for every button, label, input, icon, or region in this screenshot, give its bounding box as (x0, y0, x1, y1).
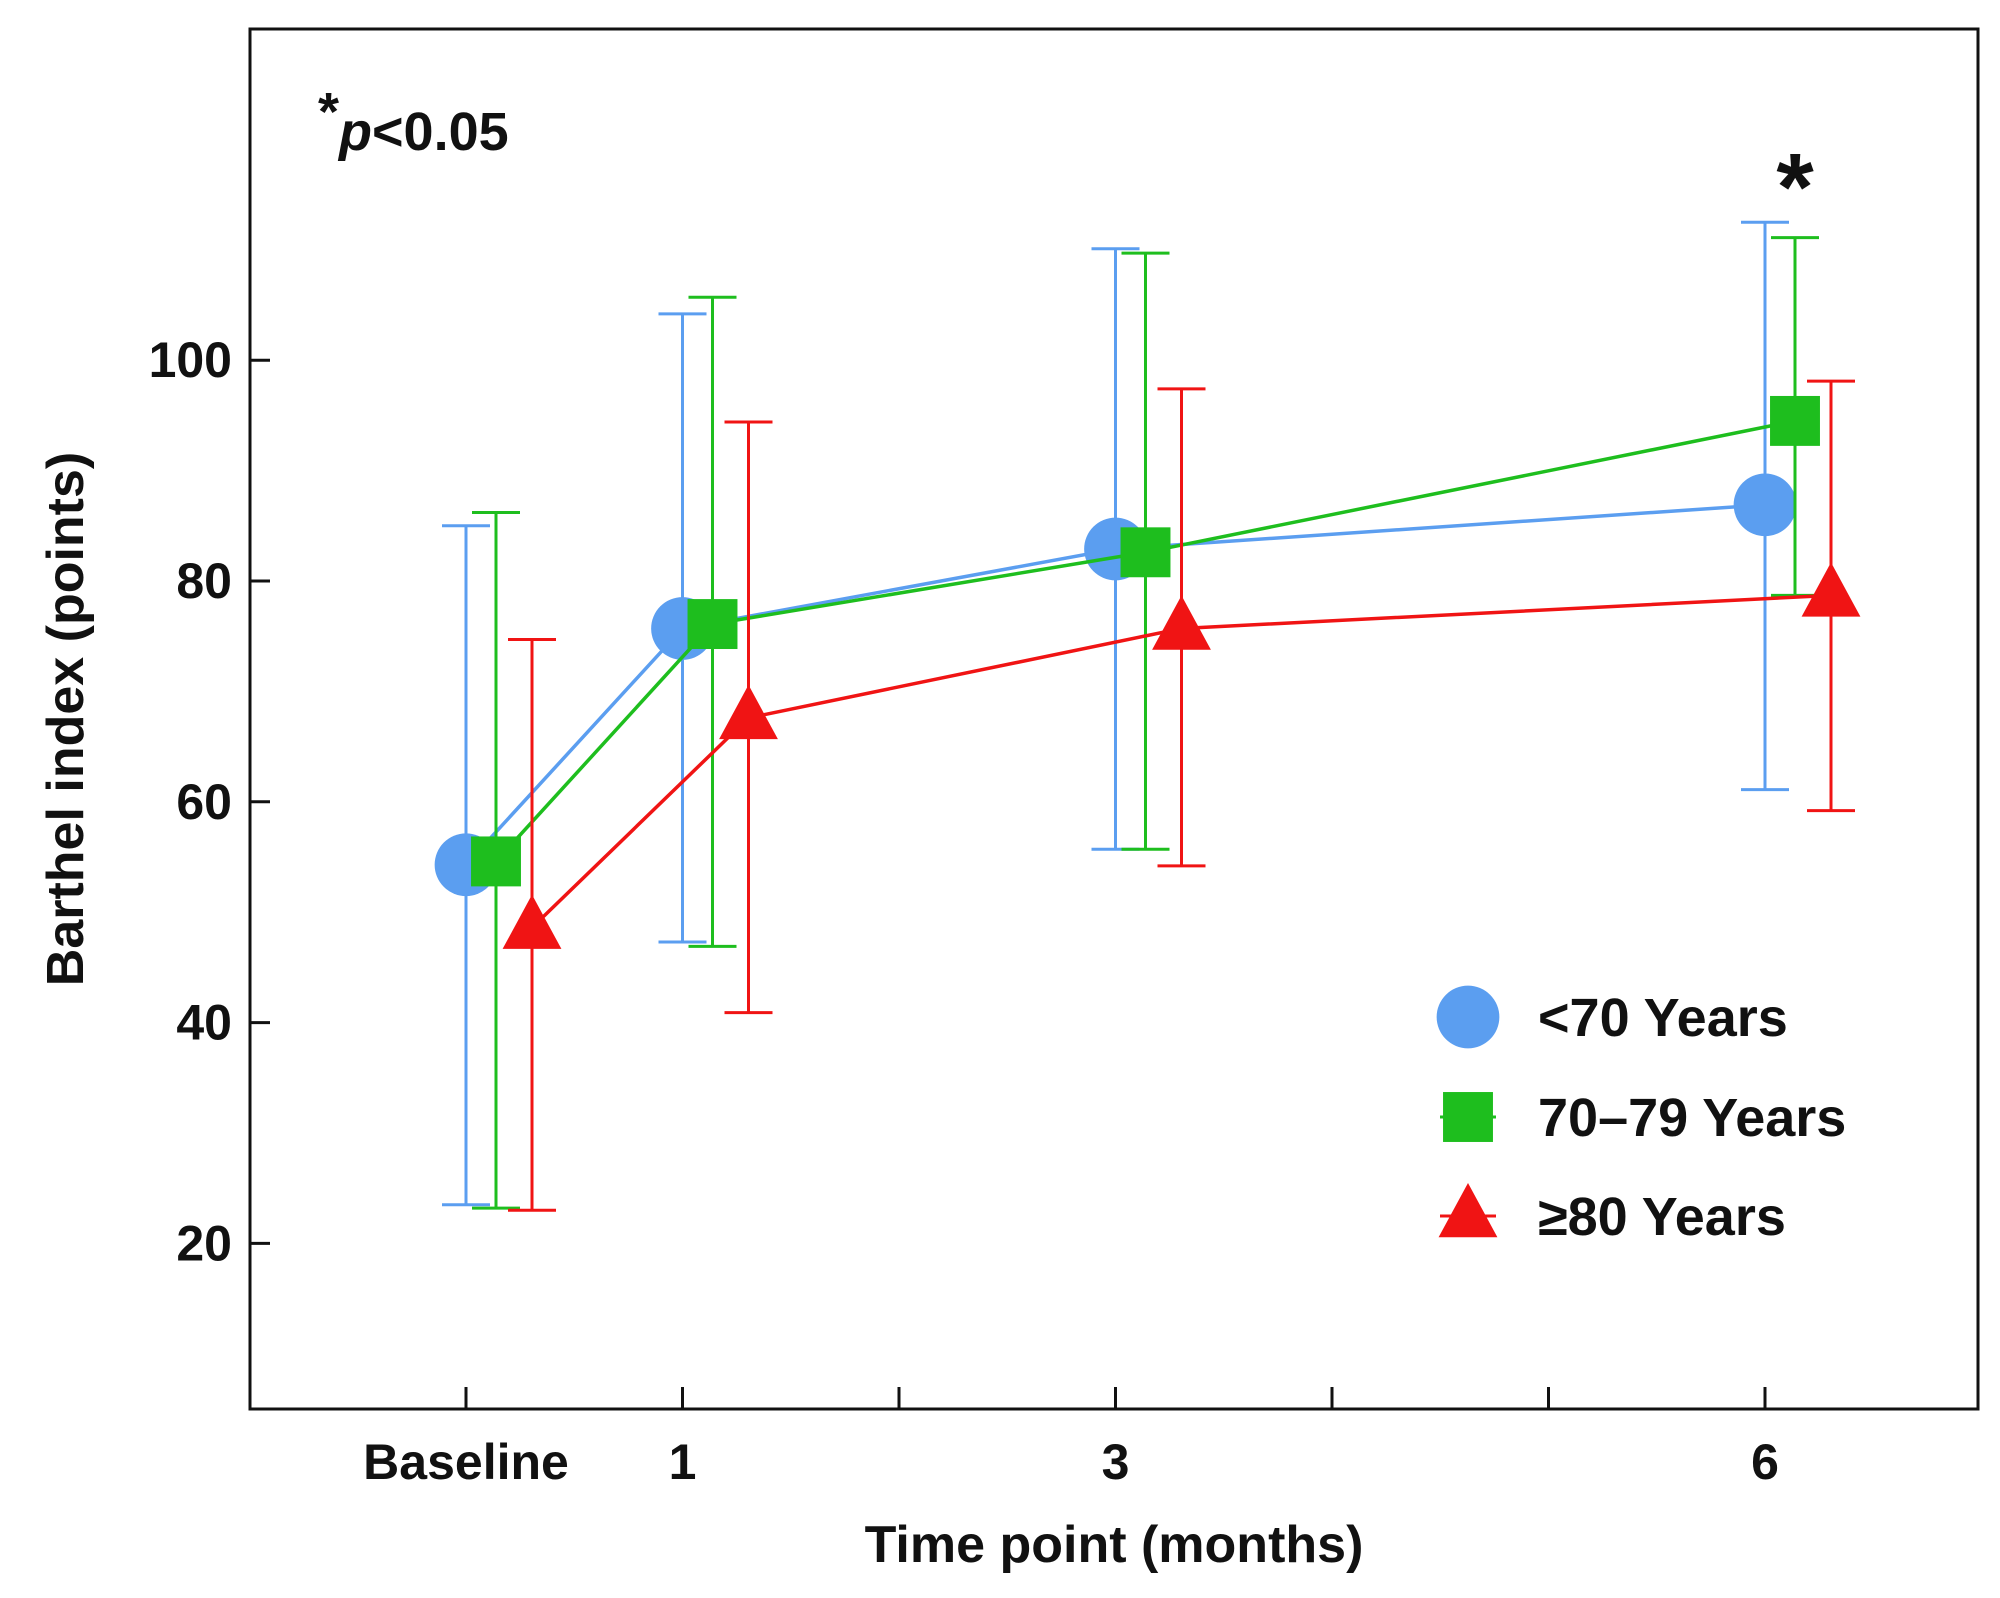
x-tick-label: 3 (1102, 1434, 1130, 1490)
legend-item: 70–79 Years (1440, 1088, 1846, 1148)
x-axis-title: Time point (months) (865, 1516, 1364, 1574)
legend-item: <70 Years (1436, 985, 1788, 1049)
series-line (464, 503, 1766, 866)
series-1 (471, 236, 1820, 1210)
data-point (1801, 562, 1861, 617)
x-tick-label: 6 (1751, 1434, 1779, 1490)
x-tick-label: 1 (669, 1434, 697, 1490)
legend-item: ≥80 Years (1438, 1183, 1786, 1247)
legend-marker (1443, 1092, 1493, 1142)
legend-marker (1436, 985, 1500, 1049)
legend-label: <70 Years (1538, 988, 1788, 1048)
x-tick-label: Baseline (363, 1434, 569, 1490)
y-axis-tick-labels: 20 40 60 80 100 (149, 332, 232, 1271)
y-tick-label: 20 (176, 1215, 232, 1271)
data-point (1120, 527, 1171, 578)
data-point (502, 894, 562, 949)
x-axis-tick-labels: Baseline 1 3 6 (363, 1434, 1779, 1490)
data-point (1152, 595, 1211, 650)
y-axis-title: Barthel index (points) (37, 452, 95, 986)
data-point (471, 836, 521, 887)
legend-marker (1438, 1183, 1498, 1238)
legend-label: ≥80 Years (1538, 1187, 1786, 1247)
legend: <70 Years 70–79 Years ≥80 Years (1436, 985, 1846, 1247)
y-tick-label: 40 (176, 995, 232, 1051)
series-line (494, 419, 1796, 863)
y-tick-label: 60 (176, 774, 232, 830)
data-point (1770, 395, 1820, 446)
series-2 (502, 379, 1861, 1212)
legend-label: 70–79 Years (1538, 1088, 1846, 1148)
significance-star: * (1776, 134, 1814, 241)
series-layer (434, 220, 1861, 1212)
data-point (687, 599, 738, 650)
y-axis-ticks (250, 358, 270, 1245)
data-point (719, 684, 778, 740)
series-0 (434, 220, 1797, 1207)
x-axis-ticks (464, 1387, 1767, 1409)
data-point (1733, 473, 1797, 537)
series-line (530, 593, 1832, 929)
p-value-p: p (337, 102, 372, 162)
y-tick-label: 80 (176, 553, 232, 609)
p-value-threshold: <0.05 (372, 102, 509, 162)
p-value-note: *p<0.05 (318, 82, 509, 162)
p-value-star: * (318, 82, 339, 142)
y-tick-label: 100 (149, 332, 232, 388)
